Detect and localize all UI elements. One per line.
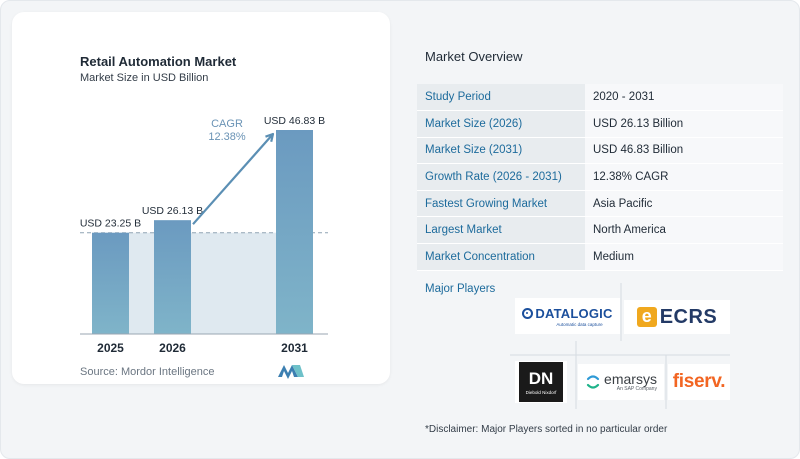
- overview-value: 12.38% CAGR: [585, 163, 783, 191]
- cagr-arrow-head: [265, 132, 275, 143]
- ecrs-logo: e ECRS: [624, 300, 730, 334]
- overview-title: Market Overview: [425, 49, 523, 64]
- overview-value: Medium: [585, 243, 783, 271]
- datalogic-name: DATALOGIC: [535, 305, 613, 321]
- datalogic-tagline: Automatic data capture: [556, 321, 603, 327]
- source-label: Source: Mordor Intelligence: [80, 366, 215, 378]
- datalogic-logo: DATALOGIC Automatic data capture: [515, 298, 620, 334]
- diebold-nixdorf-logo: DN Diebold Nixdorf: [515, 361, 567, 403]
- x-tick-label-2031: 2031: [281, 341, 308, 355]
- overview-row: Study Period 2020 - 2031: [417, 84, 783, 112]
- data-label-2026: USD 26.13 B: [142, 205, 203, 217]
- datalogic-mark-icon: [522, 307, 534, 319]
- emarsys-name: emarsys: [604, 371, 657, 387]
- chart-title: Retail Automation Market: [80, 54, 237, 69]
- chart-subtitle: Market Size in USD Billion: [80, 72, 209, 84]
- ecrs-name: ECRS: [659, 305, 718, 328]
- mordor-logo-icon: [278, 365, 304, 379]
- bar-2026: [154, 220, 191, 334]
- overview-key: Study Period: [417, 84, 585, 112]
- overview-value: USD 46.83 Billion: [585, 137, 783, 165]
- overview-value: USD 26.13 Billion: [585, 110, 783, 138]
- bar-2025: [92, 232, 129, 334]
- diebold-name: Diebold Nixdorf: [525, 389, 557, 395]
- overview-row: Fastest Growing Market Asia Pacific: [417, 190, 783, 218]
- ecrs-letter-icon: e: [636, 307, 657, 327]
- overview-value: Asia Pacific: [585, 190, 783, 218]
- x-tick-label-2026: 2026: [159, 341, 186, 355]
- cagr-label: CAGR: [211, 118, 243, 130]
- x-tick-label-2025: 2025: [97, 341, 124, 355]
- data-label-2025: USD 23.25 B: [80, 218, 141, 230]
- overview-table: Study Period 2020 - 2031 Market Size (20…: [417, 84, 783, 271]
- overview-value: North America: [585, 216, 783, 245]
- overview-key: Market Concentration: [417, 243, 585, 271]
- fiserv-logo: fiserv.: [668, 364, 730, 400]
- bar-chart: USD 23.25 B 2025 USD 26.13 B 2026 USD 46.83 …: [80, 115, 328, 355]
- data-label-2031: USD 46.83 B: [264, 115, 325, 127]
- cagr-arrow: [192, 133, 274, 225]
- overview-row: Market Size (2031) USD 46.83 Billion: [417, 137, 783, 165]
- cagr-value: 12.38%: [208, 131, 246, 143]
- overview-value: 2020 - 2031: [585, 84, 783, 112]
- overview-key: Largest Market: [417, 216, 585, 245]
- overview-row: Largest Market North America: [417, 216, 783, 245]
- bar-2031: [276, 130, 313, 334]
- overview-row: Market Size (2026) USD 26.13 Billion: [417, 110, 783, 138]
- overview-row: Growth Rate (2026 - 2031) 12.38% CAGR: [417, 163, 783, 191]
- fiserv-name: fiserv.: [672, 371, 726, 392]
- emarsys-tagline: An SAP Company: [616, 386, 657, 392]
- disclaimer-text: *Disclaimer: Major Players sorted in no …: [425, 424, 668, 435]
- overview-key: Growth Rate (2026 - 2031): [417, 163, 585, 191]
- overview-row: Market Concentration Medium: [417, 243, 783, 271]
- emarsys-mark-icon: [586, 375, 600, 389]
- diebold-mark: DN: [528, 368, 554, 388]
- emarsys-logo: emarsys An SAP Company: [578, 364, 664, 400]
- overview-key: Market Size (2031): [417, 137, 585, 165]
- overview-key: Fastest Growing Market: [417, 190, 585, 218]
- overview-key: Market Size (2026): [417, 110, 585, 138]
- major-players-title: Major Players: [425, 283, 496, 295]
- logo-grid-lines: [510, 283, 730, 409]
